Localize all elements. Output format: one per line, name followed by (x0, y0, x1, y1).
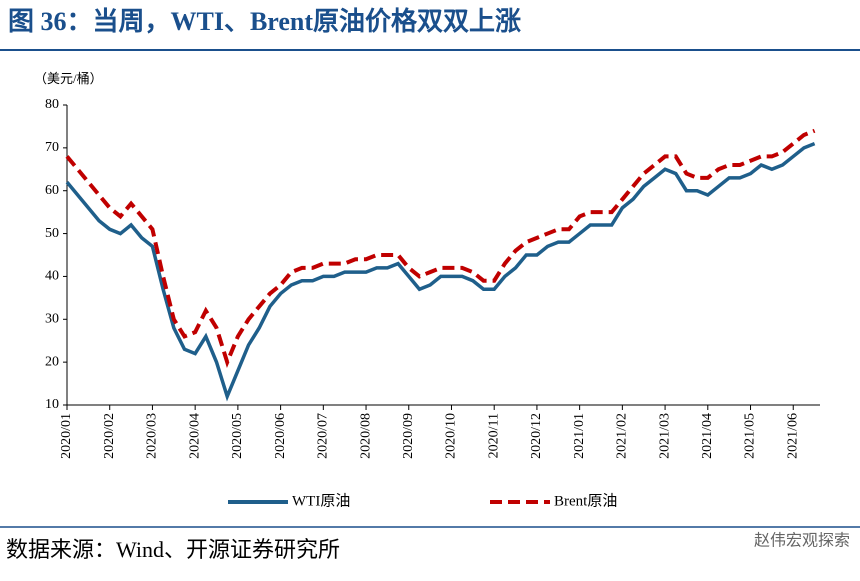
y-tick-label: 10 (45, 397, 59, 412)
y-tick-label: 70 (45, 140, 59, 155)
x-tick-label: 2020/05 (230, 413, 245, 459)
series-line (65, 141, 816, 402)
x-tick-label: 2020/06 (273, 413, 288, 459)
legend-label: Brent原油 (554, 492, 617, 509)
legend-label: WTI原油 (292, 492, 350, 509)
x-tick-label: 2021/01 (572, 413, 587, 459)
x-tick-label: 2020/02 (102, 413, 117, 459)
x-tick-label: 2021/05 (743, 413, 758, 459)
x-tick-label: 2021/06 (785, 413, 800, 459)
y-tick-label: 30 (45, 312, 59, 327)
y-tick-label: 60 (45, 183, 59, 198)
x-tick-label: 2020/01 (59, 413, 74, 459)
watermark: 赵伟宏观探索 (754, 531, 850, 550)
y-tick-label: 40 (45, 269, 59, 284)
y-axis-label: （美元/桶） (34, 71, 103, 86)
x-tick-label: 2020/09 (401, 413, 416, 459)
x-tick-label: 2021/04 (700, 413, 715, 459)
title: 图 36：当周，WTI、Brent原油价格双双上涨 (8, 6, 521, 36)
y-tick-label: 80 (45, 97, 59, 112)
x-tick-label: 2020/11 (486, 413, 501, 458)
x-tick-label: 2020/04 (187, 413, 202, 459)
x-tick-label: 2020/07 (316, 413, 331, 459)
source: 数据来源：Wind、开源证券研究所 (6, 537, 340, 562)
y-tick-label: 50 (45, 226, 59, 241)
y-tick-label: 20 (45, 354, 59, 369)
x-tick-label: 2021/02 (615, 413, 630, 459)
x-tick-label: 2020/12 (529, 413, 544, 459)
x-tick-label: 2020/03 (145, 413, 160, 459)
x-tick-label: 2020/10 (444, 413, 459, 459)
series-line (65, 128, 816, 369)
x-tick-label: 2020/08 (358, 413, 373, 459)
x-tick-label: 2021/03 (657, 413, 672, 459)
